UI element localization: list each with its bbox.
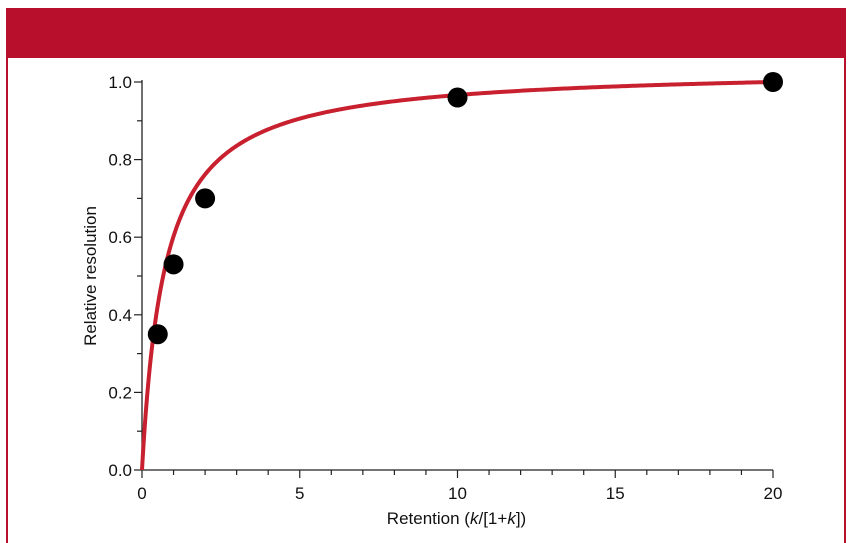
- y-tick-label: 0.4: [108, 306, 132, 325]
- x-axis-title-part: k: [507, 509, 517, 528]
- x-tick-label: 5: [295, 484, 304, 503]
- x-tick-label: 0: [137, 484, 146, 503]
- data-point: [447, 87, 468, 108]
- figure-frame: [6, 8, 846, 543]
- x-tick-label: 20: [764, 484, 783, 503]
- y-tick-label: 0.8: [108, 151, 132, 170]
- data-point: [195, 188, 216, 209]
- tick-labels: 0 5 10 15 20 0.0 0.2 0.4 0.6 0.8 1.0: [108, 73, 782, 503]
- x-axis-title-part: k: [470, 509, 480, 528]
- y-tick-label: 0.0: [108, 461, 132, 480]
- data-point: [163, 254, 184, 275]
- fit-curve: [140, 80, 774, 471]
- x-axis-title: Retention (k/[1+k]): [387, 509, 526, 528]
- data-point: [763, 72, 783, 92]
- x-axis-title-part: /[1+: [478, 509, 507, 528]
- x-tick-label: 15: [606, 484, 625, 503]
- y-tick-label: 1.0: [108, 73, 132, 92]
- axes: [134, 80, 774, 478]
- y-tick-label: 0.6: [108, 228, 132, 247]
- header-bar: [6, 8, 846, 58]
- x-axis-title-part: Retention (: [387, 509, 470, 528]
- data-points: [147, 72, 783, 345]
- y-tick-label: 0.2: [108, 383, 132, 402]
- x-tick-label: 10: [448, 484, 467, 503]
- data-point: [147, 324, 168, 345]
- x-axis-title-part: ]): [516, 509, 526, 528]
- y-axis-title: Relative resolution: [81, 206, 100, 346]
